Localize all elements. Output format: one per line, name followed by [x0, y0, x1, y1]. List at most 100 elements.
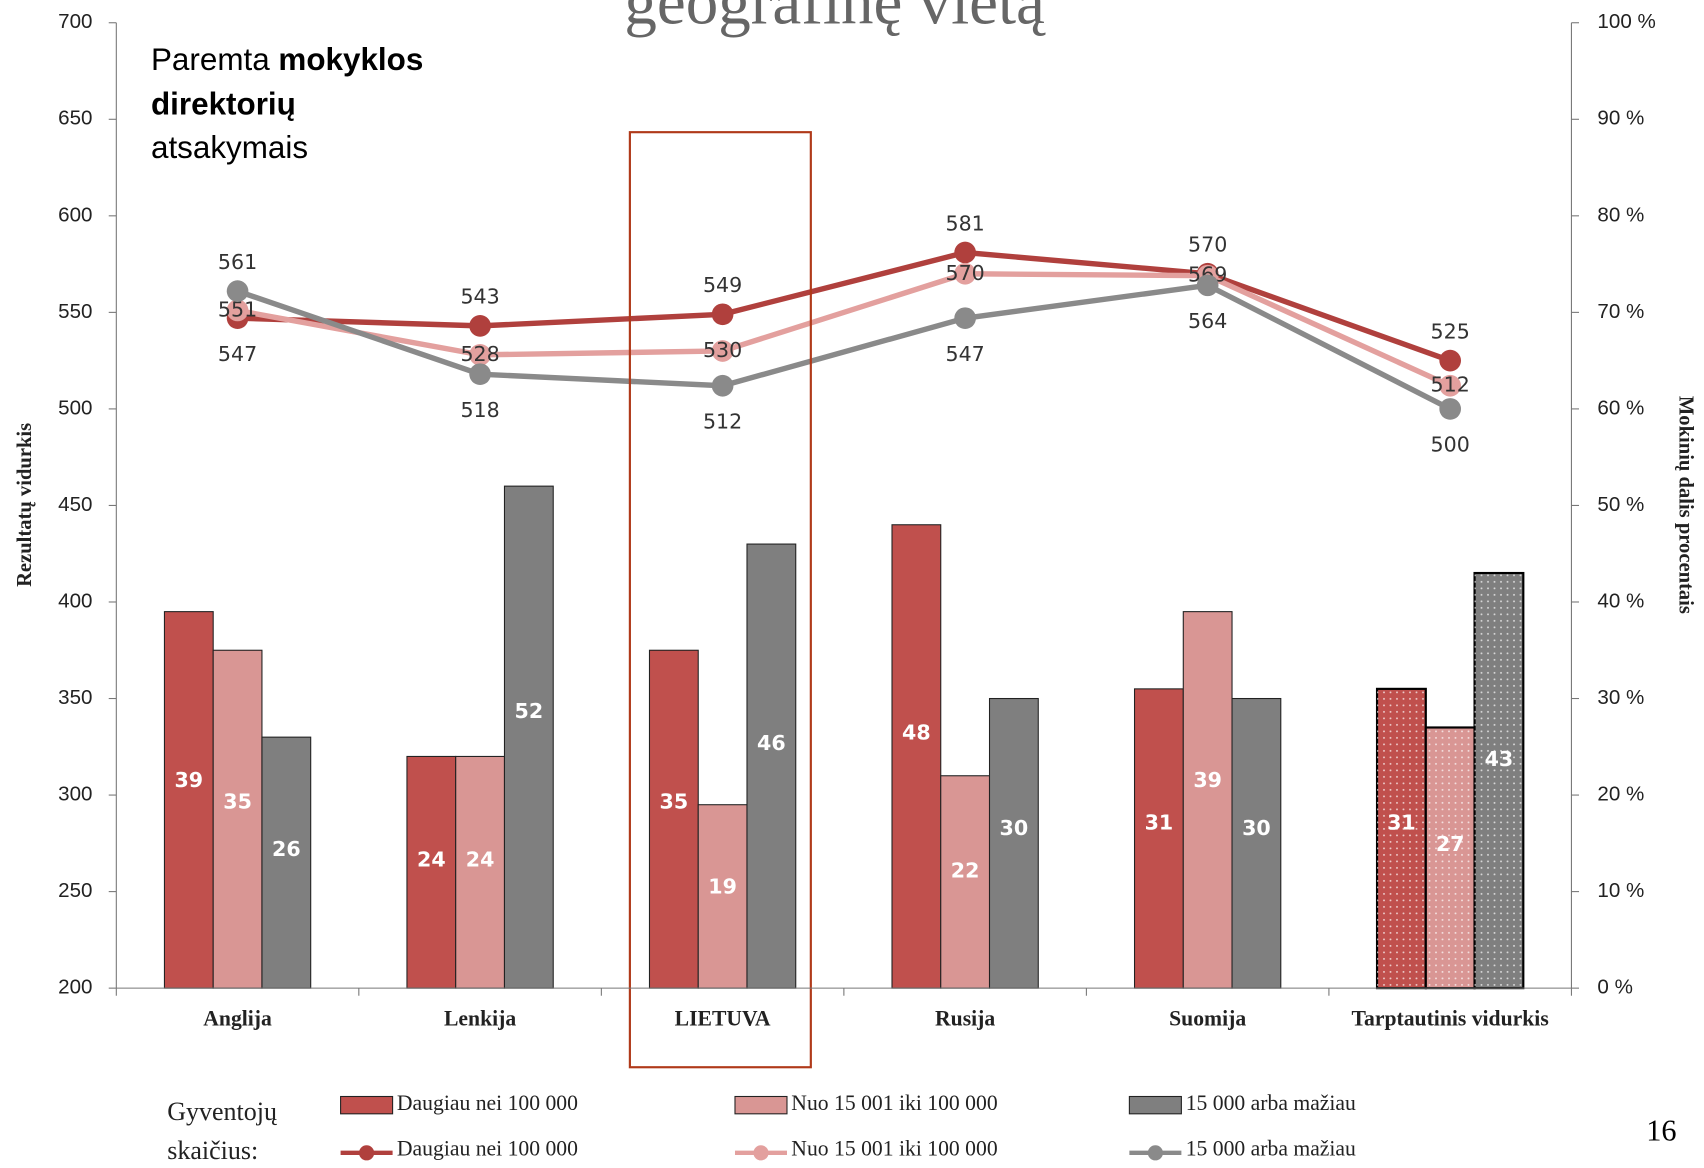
line-point [1439, 374, 1462, 397]
line-value-label: 525 [1431, 319, 1470, 343]
bar [1133, 688, 1184, 989]
bar-value-label: 24 [417, 848, 446, 872]
legend-label: Nuo 15 001 iki 100 000 [791, 1137, 997, 1161]
annotation: direktorių [151, 86, 296, 121]
legend-marker [753, 1145, 769, 1161]
bar-pattern [1425, 727, 1475, 989]
y-tick-label: 600 [58, 203, 92, 226]
legend-label: Daugiau nei 100 000 [397, 1137, 578, 1161]
x-tick-label: Rusija [935, 1007, 995, 1031]
bar-value-label: 31 [1387, 811, 1416, 835]
y-axis-label: Rezultatų vidurkis [14, 423, 36, 587]
legend-marker [1147, 1145, 1163, 1161]
bar-pattern [1377, 688, 1426, 989]
x-tick-label: LIETUVA [675, 1007, 771, 1031]
bar-value-label: 26 [272, 837, 301, 861]
y2-tick-label: 30 % [1597, 686, 1644, 709]
bar [455, 755, 506, 989]
line [236, 282, 1452, 412]
bar-value-label: 46 [757, 731, 786, 755]
line-point [469, 363, 491, 385]
y-tick-label: 500 [58, 396, 92, 419]
line-point [1439, 398, 1462, 420]
x-tick-label: Suomija [1169, 1007, 1246, 1031]
bar [406, 755, 457, 989]
bar [503, 485, 554, 989]
legend-swatch [1128, 1095, 1182, 1115]
line-point [954, 241, 976, 264]
bar-value-label: 48 [902, 720, 931, 744]
bar [1231, 697, 1282, 989]
line-value-label: 570 [945, 261, 984, 285]
bar-value-label: 52 [515, 699, 544, 723]
bar [746, 543, 797, 989]
y-tick-label: 700 [58, 10, 92, 33]
y-tick-label: 550 [58, 300, 92, 323]
bar [988, 697, 1039, 989]
line-value-label: 547 [218, 342, 257, 366]
line-value-label: 581 [945, 211, 984, 235]
y2-tick-label: 70 % [1597, 300, 1644, 323]
y2-tick-label: 0 % [1597, 976, 1632, 999]
line-value-label: 512 [703, 410, 742, 434]
bar-value-label: 35 [660, 789, 689, 813]
line-point [711, 374, 734, 397]
line-value-label: 512 [1431, 373, 1470, 397]
y2-axis-label: Mokinių dalis procentais [1674, 396, 1696, 614]
bar [648, 649, 699, 989]
line-point [226, 280, 249, 302]
bar-value-label: 27 [1436, 832, 1465, 856]
y-tick-label: 300 [58, 783, 92, 806]
legend-swatch [734, 1095, 788, 1115]
y2-tick-label: 10 % [1597, 879, 1644, 902]
bar-value-label: 30 [1000, 816, 1029, 840]
line-point [954, 262, 976, 285]
line [237, 249, 1452, 364]
line [237, 271, 1452, 389]
bar [261, 736, 312, 989]
x-tick-label: Tarptautinis vidurkis [1352, 1007, 1549, 1031]
line-point [711, 340, 734, 362]
legend-label: 15 000 arba mažiau [1186, 1091, 1356, 1115]
y2-tick-label: 90 % [1597, 107, 1644, 130]
annotation: atsakymais [151, 130, 308, 165]
legend-title: Gyventojų [167, 1097, 278, 1126]
legend-label: 15 000 arba mažiau [1186, 1137, 1356, 1161]
line-point [226, 299, 249, 322]
line-value-label: 564 [1188, 309, 1227, 333]
legend-marker [359, 1145, 375, 1161]
legend-label: Daugiau nei 100 000 [397, 1091, 578, 1115]
bar-pattern [1474, 573, 1524, 989]
line-value-label: 547 [945, 342, 984, 366]
bar-value-label: 24 [466, 848, 495, 872]
x-tick-label: Lenkija [444, 1007, 516, 1031]
line-point [711, 303, 734, 326]
y-tick-label: 200 [58, 976, 92, 999]
annotation-part: mokyklos [278, 42, 423, 77]
page-number: 16 [1646, 1113, 1676, 1147]
bar [163, 611, 214, 989]
line-point [954, 307, 976, 329]
bar-value-label: 19 [708, 874, 737, 898]
y-tick-label: 400 [58, 589, 92, 612]
line-point [1196, 274, 1219, 297]
line-value-label: 549 [703, 273, 742, 297]
line-value-label: 530 [703, 338, 742, 362]
line-value-label: 561 [218, 250, 257, 274]
bar [940, 775, 991, 989]
y-tick-label: 350 [58, 686, 92, 709]
y-tick-label: 650 [58, 107, 92, 130]
y2-tick-label: 100 % [1597, 10, 1655, 33]
bar [697, 804, 748, 989]
chart-title: geografinę vietą [624, 0, 1046, 39]
bar-value-label: 30 [1242, 816, 1271, 840]
line-point [469, 344, 491, 366]
bar-value-label: 39 [174, 768, 203, 792]
y2-tick-label: 40 % [1597, 589, 1644, 612]
legend-swatch [340, 1095, 394, 1115]
annotation: Paremta mokyklos [151, 42, 423, 77]
bar-value-label: 31 [1145, 811, 1174, 835]
bar-value-label: 39 [1193, 768, 1222, 792]
line-value-label: 500 [1431, 433, 1470, 457]
